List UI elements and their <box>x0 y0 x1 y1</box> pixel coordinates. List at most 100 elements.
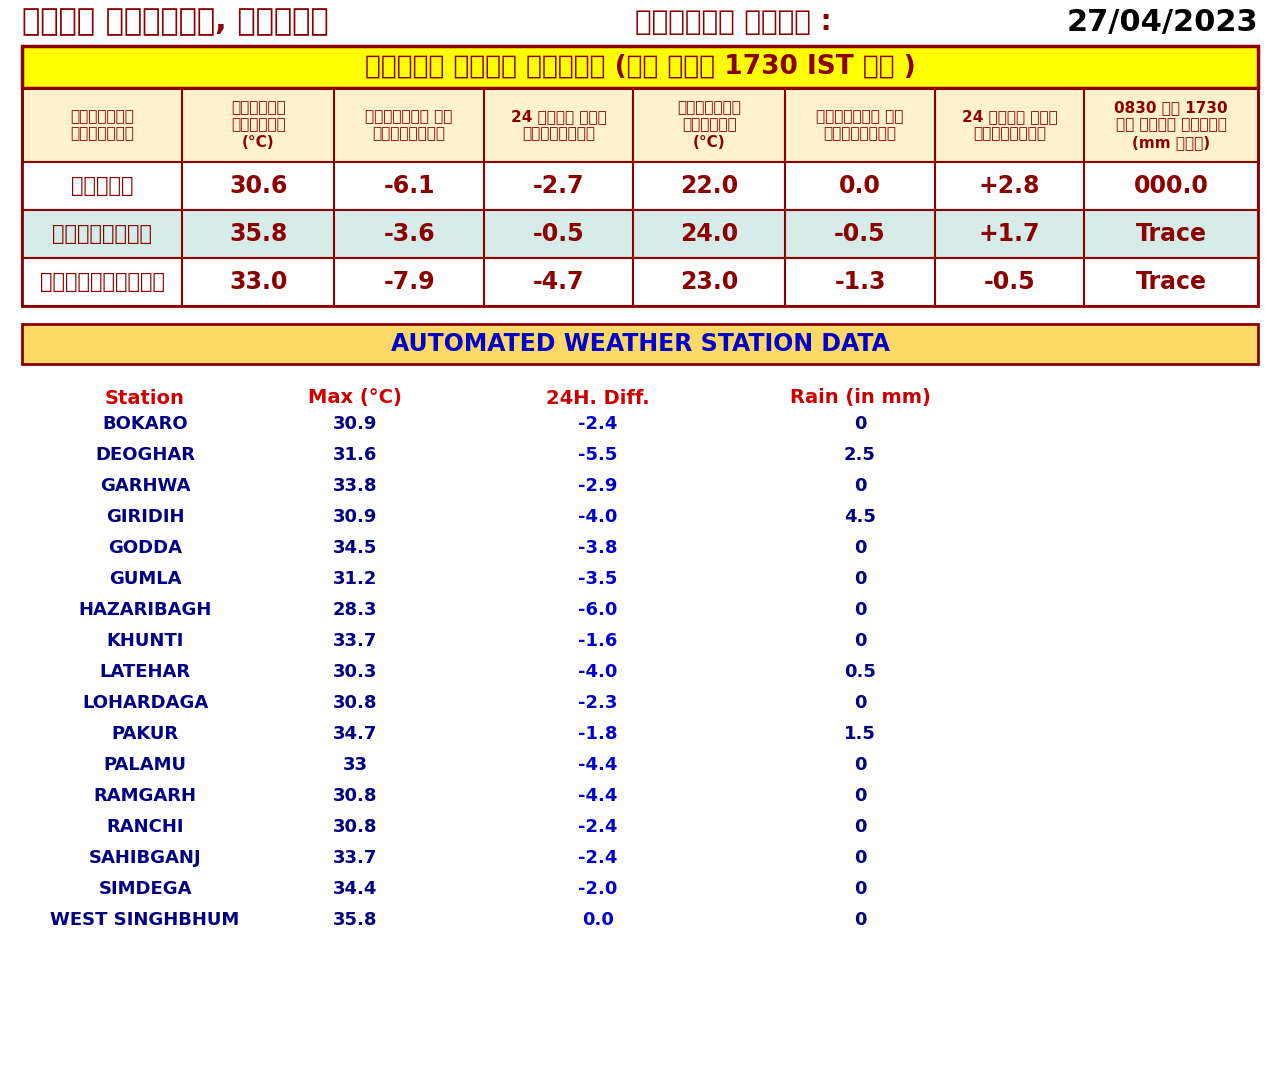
Bar <box>22 88 1258 306</box>
Bar <box>22 325 1258 364</box>
Text: 30.9: 30.9 <box>333 508 378 526</box>
Bar <box>22 46 1258 88</box>
Text: AUTOMATED WEATHER STATION DATA: AUTOMATED WEATHER STATION DATA <box>390 332 890 356</box>
Text: -4.0: -4.0 <box>579 508 618 526</box>
Text: 23.0: 23.0 <box>680 270 739 295</box>
Text: SIMDEGA: SIMDEGA <box>99 880 192 897</box>
Bar <box>22 88 1258 162</box>
Text: Rain (in mm): Rain (in mm) <box>790 389 931 407</box>
Text: 34.7: 34.7 <box>333 725 378 743</box>
Text: 0: 0 <box>854 601 867 619</box>
Text: -0.5: -0.5 <box>983 270 1036 295</box>
Text: -2.7: -2.7 <box>532 174 584 198</box>
Bar <box>22 210 1258 258</box>
Text: 34.5: 34.5 <box>333 539 378 557</box>
Text: GUMLA: GUMLA <box>109 570 182 588</box>
Text: LATEHAR: LATEHAR <box>100 663 191 681</box>
Text: +1.7: +1.7 <box>979 222 1041 246</box>
Text: RAMGARH: RAMGARH <box>93 787 197 805</box>
Text: 22.0: 22.0 <box>680 174 739 198</box>
Text: 33.8: 33.8 <box>333 477 378 495</box>
Text: 33.7: 33.7 <box>333 632 378 650</box>
Text: 0830 से 1730
तक दर्ज वर्षा
(mm में): 0830 से 1730 तक दर्ज वर्षा (mm में) <box>1115 100 1228 150</box>
Text: सामान्य से
परिवर्तन: सामान्य से परिवर्तन <box>365 109 453 141</box>
Text: GODDA: GODDA <box>108 539 182 557</box>
Text: 24H. Diff.: 24H. Diff. <box>547 389 650 407</box>
Text: मौसम केंद्र, रांची: मौसम केंद्र, रांची <box>22 7 329 36</box>
Text: -3.8: -3.8 <box>579 539 618 557</box>
Text: Max (°C): Max (°C) <box>308 389 402 407</box>
Text: +2.8: +2.8 <box>979 174 1041 198</box>
Text: RANCHI: RANCHI <box>106 818 184 836</box>
Text: -6.1: -6.1 <box>383 174 435 198</box>
Text: निर्गत तिथि :: निर्गत तिथि : <box>635 7 832 36</box>
Text: -4.0: -4.0 <box>579 663 618 681</box>
Text: -4.4: -4.4 <box>579 787 618 805</box>
Text: 33.0: 33.0 <box>229 270 288 295</box>
Text: 33.7: 33.7 <box>333 849 378 868</box>
Text: Trace: Trace <box>1135 222 1207 246</box>
Text: -3.5: -3.5 <box>579 570 618 588</box>
Text: 000.0: 000.0 <box>1134 174 1208 198</box>
Text: 0: 0 <box>854 756 867 774</box>
Text: -2.9: -2.9 <box>579 477 618 495</box>
Text: 30.6: 30.6 <box>229 174 288 198</box>
Text: -2.4: -2.4 <box>579 849 618 868</box>
Text: 0: 0 <box>854 849 867 868</box>
Text: 35.8: 35.8 <box>333 911 378 929</box>
Text: 27/04/2023: 27/04/2023 <box>1066 7 1258 36</box>
Text: GIRIDIH: GIRIDIH <box>106 508 184 526</box>
Text: -4.7: -4.7 <box>532 270 584 295</box>
Text: 30.9: 30.9 <box>333 414 378 433</box>
Text: -2.4: -2.4 <box>579 414 618 433</box>
Text: 34.4: 34.4 <box>333 880 378 897</box>
Text: -3.6: -3.6 <box>383 222 435 246</box>
Text: 24 घंटे में
परिवर्तन: 24 घंटे में परिवर्तन <box>511 109 607 141</box>
Text: 28.3: 28.3 <box>333 601 378 619</box>
Text: WEST SINGHBHUM: WEST SINGHBHUM <box>50 911 239 929</box>
Text: दैनिक मौसम विवरण (आज शाम 1730 IST तक ): दैनिक मौसम विवरण (आज शाम 1730 IST तक ) <box>365 54 915 80</box>
Text: डाल्टेनगंज: डाल्टेनगंज <box>40 272 165 292</box>
Text: 24.0: 24.0 <box>680 222 739 246</box>
Text: 0: 0 <box>854 911 867 929</box>
Text: 30.8: 30.8 <box>333 787 378 805</box>
Text: -4.4: -4.4 <box>579 756 618 774</box>
Text: BOKARO: BOKARO <box>102 414 188 433</box>
Text: -6.0: -6.0 <box>579 601 618 619</box>
Text: 0: 0 <box>854 477 867 495</box>
Text: Station: Station <box>105 389 184 407</box>
Text: राँची: राँची <box>70 176 133 196</box>
Text: -2.3: -2.3 <box>579 694 618 712</box>
Text: SAHIBGANJ: SAHIBGANJ <box>88 849 201 868</box>
Text: GARHWA: GARHWA <box>100 477 191 495</box>
Text: 0: 0 <box>854 414 867 433</box>
Text: -0.5: -0.5 <box>532 222 584 246</box>
Text: -1.8: -1.8 <box>579 725 618 743</box>
Text: जमशेदपुर: जमशेदपुर <box>52 224 152 244</box>
Text: -2.0: -2.0 <box>579 880 618 897</box>
Text: 30.8: 30.8 <box>333 818 378 836</box>
Text: -1.6: -1.6 <box>579 632 618 650</box>
Text: -5.5: -5.5 <box>579 446 618 464</box>
Text: 0: 0 <box>854 632 867 650</box>
Text: अधिकतम
तापमान
(°C): अधिकतम तापमान (°C) <box>230 100 285 150</box>
Text: 0: 0 <box>854 787 867 805</box>
Text: 0: 0 <box>854 570 867 588</box>
Text: 0: 0 <box>854 539 867 557</box>
Text: न्यूनतम
तापमान
(°C): न्यूनतम तापमान (°C) <box>677 100 741 150</box>
Text: -7.9: -7.9 <box>383 270 435 295</box>
Text: 0: 0 <box>854 694 867 712</box>
Text: विभागीय
वेधशाला: विभागीय वेधशाला <box>70 109 134 141</box>
Text: 0: 0 <box>854 818 867 836</box>
Text: HAZARIBAGH: HAZARIBAGH <box>78 601 211 619</box>
Text: 35.8: 35.8 <box>229 222 288 246</box>
Text: 0.5: 0.5 <box>844 663 876 681</box>
Text: Trace: Trace <box>1135 270 1207 295</box>
Text: 1.5: 1.5 <box>844 725 876 743</box>
Text: 33: 33 <box>343 756 367 774</box>
Text: -2.4: -2.4 <box>579 818 618 836</box>
Text: PALAMU: PALAMU <box>104 756 187 774</box>
Text: 24 घंटे में
परिवर्तन: 24 घंटे में परिवर्तन <box>961 109 1057 141</box>
Text: -0.5: -0.5 <box>835 222 886 246</box>
Bar <box>22 162 1258 210</box>
